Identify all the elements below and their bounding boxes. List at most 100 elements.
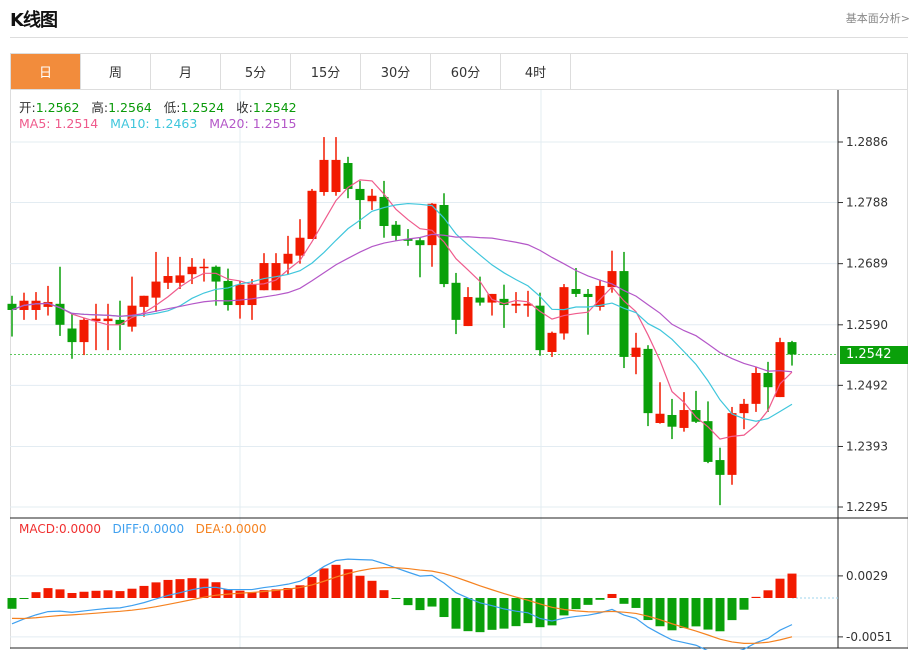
dea-label: DEA:	[195, 522, 225, 536]
tab-week[interactable]: 周	[81, 54, 151, 89]
macd-bar	[439, 598, 449, 618]
macd-bar	[583, 598, 593, 605]
diff-label: DIFF:	[112, 522, 143, 536]
candle-up	[91, 318, 101, 322]
candle-down	[343, 162, 353, 189]
macd-bar	[319, 568, 329, 598]
macd-tick-label: 0.0029	[846, 569, 888, 583]
ma20-line	[11, 233, 793, 373]
tab-4hour[interactable]: 4时	[501, 54, 571, 89]
candle-down	[391, 224, 401, 236]
macd-info: MACD:0.0000 DIFF:0.0000 DEA:0.0000	[19, 522, 267, 536]
candle-up	[319, 159, 329, 193]
candle-up	[163, 276, 173, 283]
macd-bar	[295, 585, 305, 598]
candle-up	[655, 413, 665, 424]
tab-30min[interactable]: 30分	[361, 54, 431, 89]
candle-up	[235, 284, 245, 306]
ma10-line	[11, 202, 793, 422]
high-label: 高:	[91, 100, 109, 115]
candle-up	[79, 319, 89, 343]
macd-bar	[151, 582, 161, 598]
tab-15min[interactable]: 15分	[291, 54, 361, 89]
macd-bar	[355, 575, 365, 598]
close-label: 收:	[236, 100, 253, 115]
candle-up	[679, 410, 689, 428]
candle-down	[499, 298, 509, 306]
macd-bar	[499, 598, 509, 629]
macd-bar	[175, 579, 185, 598]
open-value: 1.2562	[35, 100, 80, 115]
open-label: 开:	[19, 100, 36, 115]
macd-bar	[235, 590, 245, 598]
macd-bar	[787, 573, 797, 598]
macd-bar	[67, 593, 77, 598]
macd-bar	[475, 598, 485, 633]
macd-bar	[307, 577, 317, 598]
macd-bar	[43, 588, 53, 598]
candle-down	[571, 288, 581, 294]
fundamental-analysis-link[interactable]: 基本面分析>	[845, 12, 910, 25]
macd-bar	[379, 590, 389, 598]
macd-bar	[127, 588, 137, 598]
macd-bar	[247, 592, 257, 598]
candle-down	[763, 372, 773, 388]
macd-bar	[739, 598, 749, 610]
candle-up	[607, 271, 617, 288]
tab-5min[interactable]: 5分	[221, 54, 291, 89]
tab-60min[interactable]: 60分	[431, 54, 501, 89]
candle-down	[691, 410, 701, 422]
macd-bar	[463, 598, 473, 632]
macd-bar	[343, 569, 353, 598]
tab-day[interactable]: 日	[11, 54, 81, 89]
candle-down	[415, 240, 425, 246]
low-value: 1.2524	[180, 100, 225, 115]
macd-bar	[595, 598, 605, 600]
macd-bar	[691, 598, 701, 627]
macd-bar	[283, 588, 293, 598]
candle-down	[715, 460, 725, 475]
price-tick-label: 1.2492	[846, 378, 888, 392]
ma20-label: MA20:	[209, 116, 253, 131]
dea-line	[11, 566, 793, 644]
macd-bar	[763, 590, 773, 598]
candle-down	[439, 204, 449, 285]
ma20-value: 1.2515	[252, 116, 297, 131]
macd-bar	[211, 582, 221, 598]
candle-up	[727, 413, 737, 475]
candle-up	[739, 403, 749, 414]
macd-bar	[703, 598, 713, 630]
price-tick-label: 1.2295	[846, 500, 888, 514]
ohlc-info: 开:1.2562 高:1.2564 低:1.2524 收:1.2542	[19, 97, 297, 116]
macd-bar	[655, 598, 665, 627]
macd-bar	[115, 591, 125, 598]
diff-line	[11, 558, 793, 650]
macd-bar	[679, 598, 689, 629]
candle-up	[307, 190, 317, 239]
macd-bar	[79, 591, 89, 598]
macd-bar	[631, 598, 641, 608]
chart-frame	[10, 89, 908, 649]
macd-bar	[571, 598, 581, 610]
candle-up	[559, 287, 569, 334]
macd-tick-label: -0.0051	[846, 630, 892, 644]
candle-up	[463, 297, 473, 327]
macd-bar	[391, 598, 401, 599]
macd-bar	[523, 598, 533, 624]
macd-bar	[271, 589, 281, 598]
macd-bar	[331, 564, 341, 598]
candle-down	[703, 421, 713, 462]
dea-value: 0.0000	[224, 522, 267, 536]
tab-month[interactable]: 月	[151, 54, 221, 89]
macd-bar	[415, 598, 425, 611]
candle-down	[403, 238, 413, 241]
candle-up	[175, 275, 185, 283]
candle-up	[31, 300, 41, 310]
candle-down	[451, 282, 461, 320]
candle-down	[7, 303, 17, 310]
candle-down	[67, 328, 77, 343]
macd-bar	[727, 598, 737, 621]
macd-bar	[19, 598, 29, 599]
candle-down	[115, 319, 125, 325]
